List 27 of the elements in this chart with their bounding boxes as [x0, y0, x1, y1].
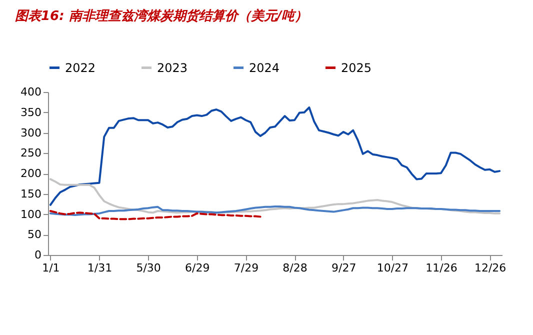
x-tick-label: 10/27 — [376, 262, 409, 274]
x-tick-label: 1/1 — [42, 262, 60, 274]
x-tick-label: 6/29 — [185, 262, 210, 274]
chart-title: 图表16: 南非理查兹湾煤炭期货结算价（美元/吨） — [15, 8, 308, 24]
x-tick-label: 9/27 — [331, 262, 356, 274]
y-tick-label: 250 — [20, 146, 42, 160]
line-series — [49, 210, 262, 220]
x-tick-label: 11/26 — [426, 262, 458, 274]
y-tick-label: 150 — [20, 187, 42, 200]
x-tick-label: 5/30 — [136, 262, 161, 274]
y-tick-label: 50 — [28, 228, 42, 242]
legend-label: 2025 — [341, 60, 372, 75]
y-tick-label: 200 — [20, 167, 42, 180]
y-tick-label: 100 — [20, 208, 42, 221]
line-series — [49, 106, 501, 206]
legend-label: 2024 — [249, 60, 280, 75]
y-tick-label: 300 — [20, 126, 42, 140]
x-tick-label: 7/29 — [234, 262, 259, 274]
legend-label: 2023 — [157, 60, 188, 75]
y-tick-label: 350 — [20, 106, 42, 119]
x-tick-label: 8/28 — [282, 262, 308, 274]
x-tick-label: 1/31 — [87, 262, 112, 274]
y-tick-label: 400 — [20, 86, 42, 98]
y-tick-label: 0 — [34, 248, 42, 262]
line-series — [49, 206, 501, 216]
x-tick-label: 12/26 — [474, 262, 506, 274]
legend-label: 2022 — [65, 60, 96, 75]
